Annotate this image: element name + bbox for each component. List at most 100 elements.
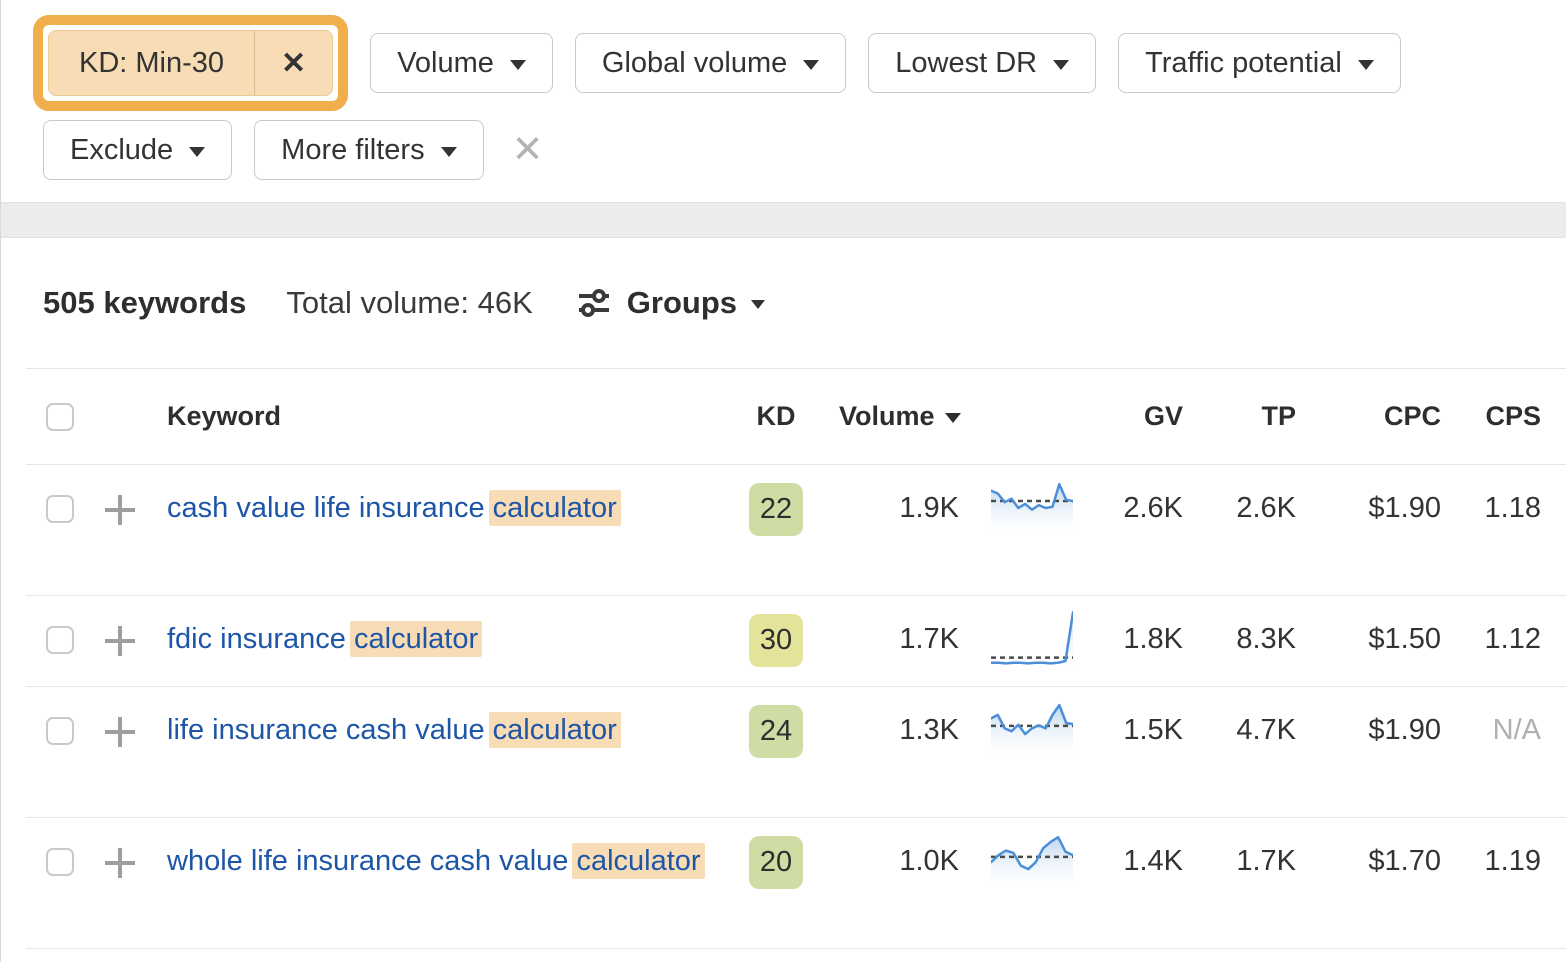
filter-button-lowest-dr[interactable]: Lowest DR xyxy=(868,33,1097,93)
filter-button-label: More filters xyxy=(281,133,425,166)
row-checkbox[interactable] xyxy=(46,717,74,745)
chip-divider xyxy=(254,31,256,95)
filter-button-label: Traffic potential xyxy=(1145,46,1342,79)
cps-value: 1.19 xyxy=(1484,845,1541,877)
row-checkbox[interactable] xyxy=(46,626,74,654)
chevron-down-icon xyxy=(751,300,766,309)
tp-value: 2.6K xyxy=(1236,492,1296,524)
keyword-highlighted-term: calculator xyxy=(572,843,705,879)
keyword-link[interactable]: cash value life insurance calculator xyxy=(151,486,706,531)
filter-button-traffic-potential[interactable]: Traffic potential xyxy=(1118,33,1401,93)
column-header-cps[interactable]: CPS xyxy=(1485,401,1541,431)
filter-button-volume[interactable]: Volume xyxy=(370,33,553,93)
plus-icon xyxy=(105,717,135,747)
remove-filter-button[interactable]: ✕ xyxy=(255,31,332,95)
volume-value: 1.7K xyxy=(899,623,959,655)
kd-badge: 22 xyxy=(749,483,803,536)
add-keyword-button[interactable] xyxy=(90,847,151,884)
column-header-tp[interactable]: TP xyxy=(1261,401,1296,431)
add-keyword-button[interactable] xyxy=(90,716,151,753)
close-icon: ✕ xyxy=(281,46,307,80)
volume-trend-sparkline xyxy=(989,482,1075,537)
volume-value: 1.0K xyxy=(899,845,959,877)
column-header-cpc[interactable]: CPC xyxy=(1383,401,1441,431)
sort-desc-icon xyxy=(944,413,961,423)
gv-value: 2.6K xyxy=(1123,492,1183,524)
table-body: cash value life insurance calculator 22 1.… xyxy=(1,465,1566,949)
keyword-text: whole life insurance cash value xyxy=(167,845,577,877)
groups-button[interactable]: Groups xyxy=(575,284,766,322)
keywords-table: Keyword KD Volume GV TP CPC CPS cash val… xyxy=(1,368,1566,949)
volume-trend-sparkline xyxy=(989,611,1075,668)
tp-value: 4.7K xyxy=(1236,714,1296,746)
column-header-kd[interactable]: KD xyxy=(756,401,796,431)
cps-value: 1.12 xyxy=(1484,623,1541,655)
gv-value: 1.4K xyxy=(1123,845,1183,877)
groups-label: Groups xyxy=(626,285,738,320)
cpc-value: $1.50 xyxy=(1368,623,1441,655)
keyword-highlighted-term: calculator xyxy=(488,712,621,748)
keyword-link[interactable]: fdic insurance calculator xyxy=(151,617,706,662)
filter-button-more-filters[interactable]: More filters xyxy=(254,120,484,180)
column-header-keyword: Keyword xyxy=(167,401,282,431)
row-checkbox[interactable] xyxy=(46,848,74,876)
plus-icon xyxy=(105,495,135,525)
select-all-checkbox[interactable] xyxy=(46,402,74,431)
sliders-icon xyxy=(578,289,609,317)
gv-value: 1.5K xyxy=(1123,714,1183,746)
cps-value: 1.18 xyxy=(1484,492,1541,524)
keyword-link[interactable]: life insurance cash value calculator xyxy=(151,708,706,753)
keyword-text: fdic insurance xyxy=(167,623,354,655)
filter-button-label: Global volume xyxy=(601,46,788,79)
chevron-down-icon xyxy=(803,59,820,70)
filter-button-exclude[interactable]: Exclude xyxy=(43,120,233,180)
annotation-highlight: KD: Min-30 ✕ xyxy=(33,15,349,111)
table-row: whole life insurance cash value calculat… xyxy=(1,818,1566,949)
cpc-value: $1.90 xyxy=(1368,492,1441,524)
tp-value: 8.3K xyxy=(1236,623,1296,655)
cps-value: N/A xyxy=(1492,714,1541,746)
keyword-link[interactable]: whole life insurance cash value calculat… xyxy=(151,839,706,884)
table-header: Keyword KD Volume GV TP CPC CPS xyxy=(1,368,1566,465)
column-header-volume[interactable]: Volume xyxy=(839,401,961,432)
plus-icon xyxy=(105,848,135,878)
cpc-value: $1.70 xyxy=(1368,845,1441,877)
keyword-highlighted-term: calculator xyxy=(488,490,621,526)
keyword-text: life insurance cash value xyxy=(167,714,493,746)
volume-trend-sparkline xyxy=(989,703,1075,759)
column-header-gv[interactable]: GV xyxy=(1143,401,1183,431)
kd-badge: 30 xyxy=(749,614,803,667)
active-filter-label[interactable]: KD: Min-30 xyxy=(79,46,225,79)
results-summary: 505 keywords Total volume: 46K Groups xyxy=(1,238,1566,368)
chevron-down-icon xyxy=(189,146,206,157)
chevron-down-icon xyxy=(509,59,526,70)
plus-icon xyxy=(105,626,135,656)
add-keyword-button[interactable] xyxy=(90,625,151,662)
gv-value: 1.8K xyxy=(1123,623,1183,655)
tp-value: 1.7K xyxy=(1236,845,1296,877)
section-divider-band xyxy=(1,202,1566,238)
table-row: cash value life insurance calculator 22 1.… xyxy=(1,465,1566,596)
filter-button-label: Lowest DR xyxy=(895,46,1038,79)
row-checkbox[interactable] xyxy=(46,495,74,523)
filter-button-global-volume[interactable]: Global volume xyxy=(574,33,847,93)
keyword-text: cash value life insurance xyxy=(167,492,493,524)
filter-button-label: Exclude xyxy=(70,133,174,166)
volume-value: 1.9K xyxy=(899,492,959,524)
table-row: fdic insurance calculator 30 1.7K 1.8K 8.3K $… xyxy=(1,596,1566,687)
filter-bar: KD: Min-30 ✕ Volume Global volume Lowest D… xyxy=(1,14,1566,180)
keywords-count: 505 keywords xyxy=(43,285,247,320)
active-filter-chip-kd[interactable]: KD: Min-30 ✕ xyxy=(48,30,334,96)
add-keyword-button[interactable] xyxy=(90,494,151,531)
filter-button-label: Volume xyxy=(397,46,494,79)
total-volume: Total volume: 46K xyxy=(286,285,533,320)
clear-all-filters-button[interactable]: ✕ xyxy=(511,129,544,171)
volume-trend-sparkline xyxy=(989,835,1075,890)
chevron-down-icon xyxy=(1053,59,1070,70)
keyword-highlighted-term: calculator xyxy=(350,621,483,657)
table-row: life insurance cash value calculator 24 1.… xyxy=(1,687,1566,818)
chevron-down-icon xyxy=(440,146,457,157)
cpc-value: $1.90 xyxy=(1368,714,1441,746)
volume-value: 1.3K xyxy=(899,714,959,746)
